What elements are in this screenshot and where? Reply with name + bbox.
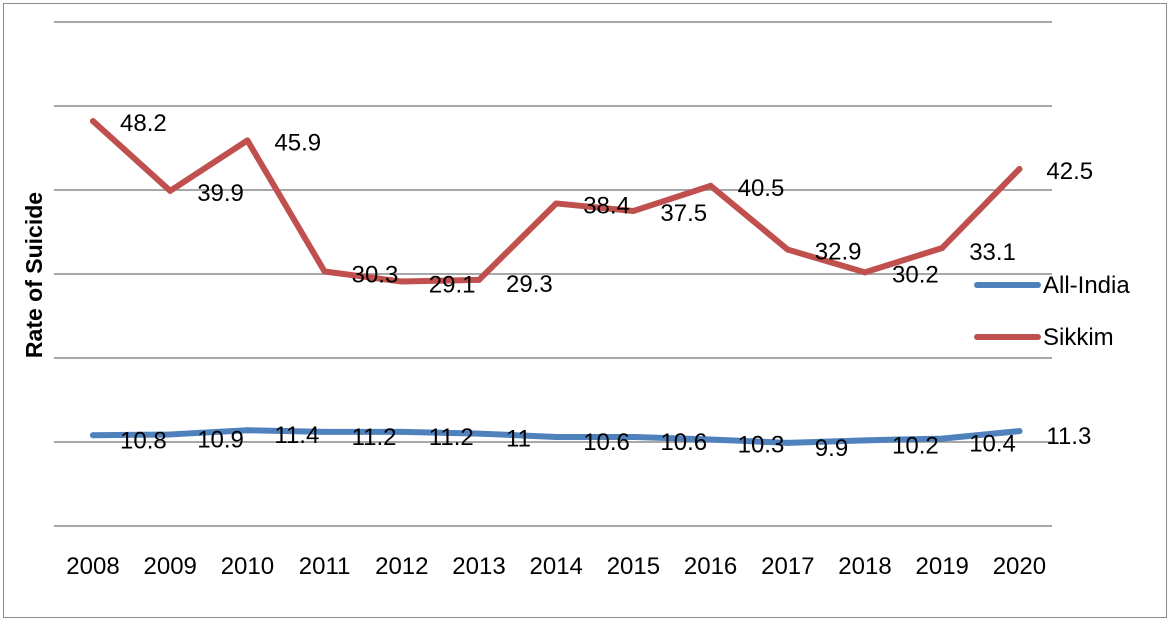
- series-lines: [90, 118, 1023, 446]
- data-label: 11.2: [352, 424, 397, 451]
- x-tick-label: 2013: [452, 553, 505, 580]
- x-axis: 2008 2009 2010 2011 2012 2013 2014 2015 2016 2017…: [66, 553, 1046, 580]
- data-label: 11.4: [274, 422, 319, 449]
- data-label: 40.5: [738, 175, 785, 202]
- data-label: 10.8: [120, 427, 167, 454]
- data-point: [630, 208, 637, 214]
- data-point: [476, 276, 482, 283]
- data-labels: 10.8 10.9 11.4 11.2 11.2 11 10.6 10.6 10.3 9.9 10.…: [120, 110, 1093, 462]
- data-point: [630, 433, 637, 440]
- x-tick-label: 2015: [607, 553, 660, 580]
- x-tick-label: 2012: [375, 553, 428, 580]
- data-label: 11.2: [429, 424, 474, 451]
- x-tick-label: 2008: [66, 553, 119, 580]
- data-label: 10.6: [583, 429, 630, 456]
- data-point: [244, 137, 251, 144]
- data-label: 10.2: [892, 432, 939, 459]
- x-tick-label: 2011: [299, 553, 351, 580]
- legend: All-India Sikkim: [974, 272, 1130, 351]
- data-point: [398, 278, 405, 285]
- data-label: 48.2: [120, 110, 167, 137]
- data-point: [1016, 166, 1023, 172]
- data-point: [476, 430, 482, 437]
- data-point: [784, 246, 791, 253]
- data-point: [862, 269, 868, 276]
- data-point: [321, 268, 328, 275]
- y-axis-title: Rate of Suicide: [21, 192, 47, 358]
- data-label: 11.3: [1046, 423, 1091, 450]
- data-point: [939, 244, 946, 251]
- data-label: 10.4: [969, 431, 1016, 458]
- data-label: 39.9: [197, 180, 244, 207]
- data-point: [167, 187, 174, 194]
- data-point: [553, 433, 560, 440]
- x-tick-label: 2017: [761, 553, 814, 580]
- legend-label: All-India: [1043, 272, 1130, 299]
- data-point: [707, 436, 714, 443]
- x-tick-label: 2019: [916, 553, 969, 580]
- data-point: [244, 427, 251, 434]
- data-label: 10.9: [197, 426, 244, 453]
- data-label: 32.9: [815, 239, 862, 266]
- data-label: 38.4: [583, 192, 630, 219]
- legend-label: Sikkim: [1043, 324, 1114, 351]
- x-tick-label: 2010: [221, 553, 274, 580]
- data-label: 29.3: [506, 271, 553, 298]
- data-label: 30.3: [352, 261, 399, 288]
- data-point: [90, 118, 96, 125]
- data-point: [167, 431, 174, 438]
- data-point: [553, 200, 560, 207]
- data-label: 9.9: [815, 435, 848, 462]
- data-point: [862, 437, 868, 444]
- data-point: [321, 428, 328, 435]
- data-label: 11: [506, 426, 531, 453]
- data-label: 37.5: [660, 200, 707, 227]
- data-point: [939, 435, 946, 442]
- x-tick-label: 2014: [530, 553, 583, 580]
- x-tick-label: 2020: [993, 553, 1046, 580]
- data-point: [707, 182, 714, 189]
- data-label: 33.1: [969, 239, 1016, 266]
- data-label: 45.9: [274, 129, 321, 156]
- data-point: [398, 428, 405, 435]
- data-label: 10.3: [738, 431, 785, 458]
- data-point: [90, 432, 96, 439]
- data-label: 42.5: [1046, 158, 1093, 185]
- x-tick-label: 2016: [684, 553, 737, 580]
- data-label: 29.1: [429, 272, 476, 299]
- x-tick-label: 2018: [838, 553, 891, 580]
- data-label: 30.2: [892, 261, 939, 288]
- data-point: [784, 439, 791, 446]
- data-point: [1016, 428, 1023, 435]
- x-tick-label: 2009: [144, 553, 197, 580]
- data-label: 10.6: [660, 429, 707, 456]
